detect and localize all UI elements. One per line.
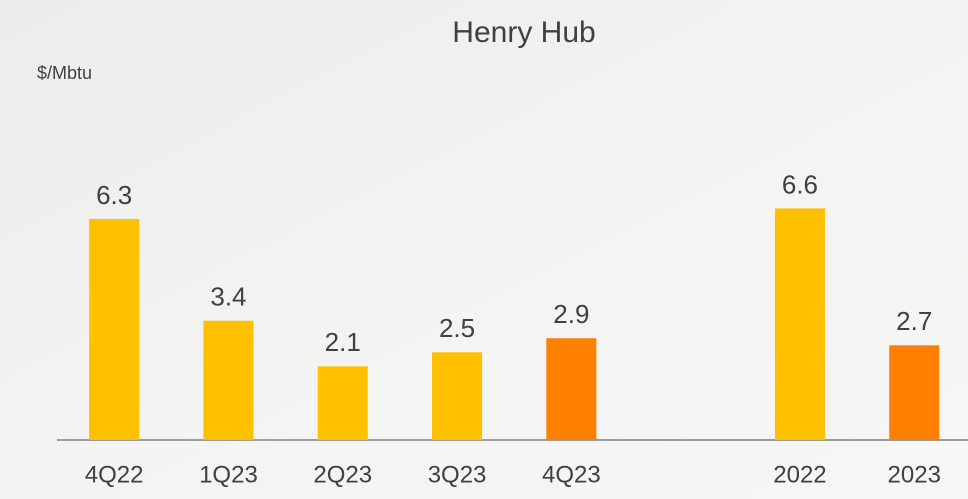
chart-title: Henry Hub [452, 16, 595, 49]
x-tick-label: 3Q23 [428, 461, 487, 488]
value-label: 2.1 [325, 327, 361, 357]
bar [432, 352, 483, 440]
x-tick-label: 1Q23 [199, 461, 258, 488]
x-tick-label: 2022 [773, 461, 826, 488]
y-axis-label: $/Mbtu [37, 63, 92, 83]
x-tick-label: 4Q22 [85, 461, 144, 488]
x-tick-label: 4Q23 [542, 461, 601, 488]
value-label: 2.5 [439, 313, 475, 343]
value-label: 2.9 [553, 299, 589, 329]
bar [889, 345, 940, 440]
x-tick-label: 2023 [888, 461, 941, 488]
value-label: 2.7 [896, 306, 932, 336]
bar [203, 320, 254, 440]
value-label: 6.3 [96, 180, 132, 210]
x-tick-label: 2Q23 [313, 461, 372, 488]
bar [89, 218, 140, 440]
value-label: 3.4 [210, 282, 246, 312]
bar [774, 208, 825, 440]
value-label: 6.6 [782, 169, 818, 199]
bar [317, 366, 368, 440]
bar [546, 338, 597, 440]
